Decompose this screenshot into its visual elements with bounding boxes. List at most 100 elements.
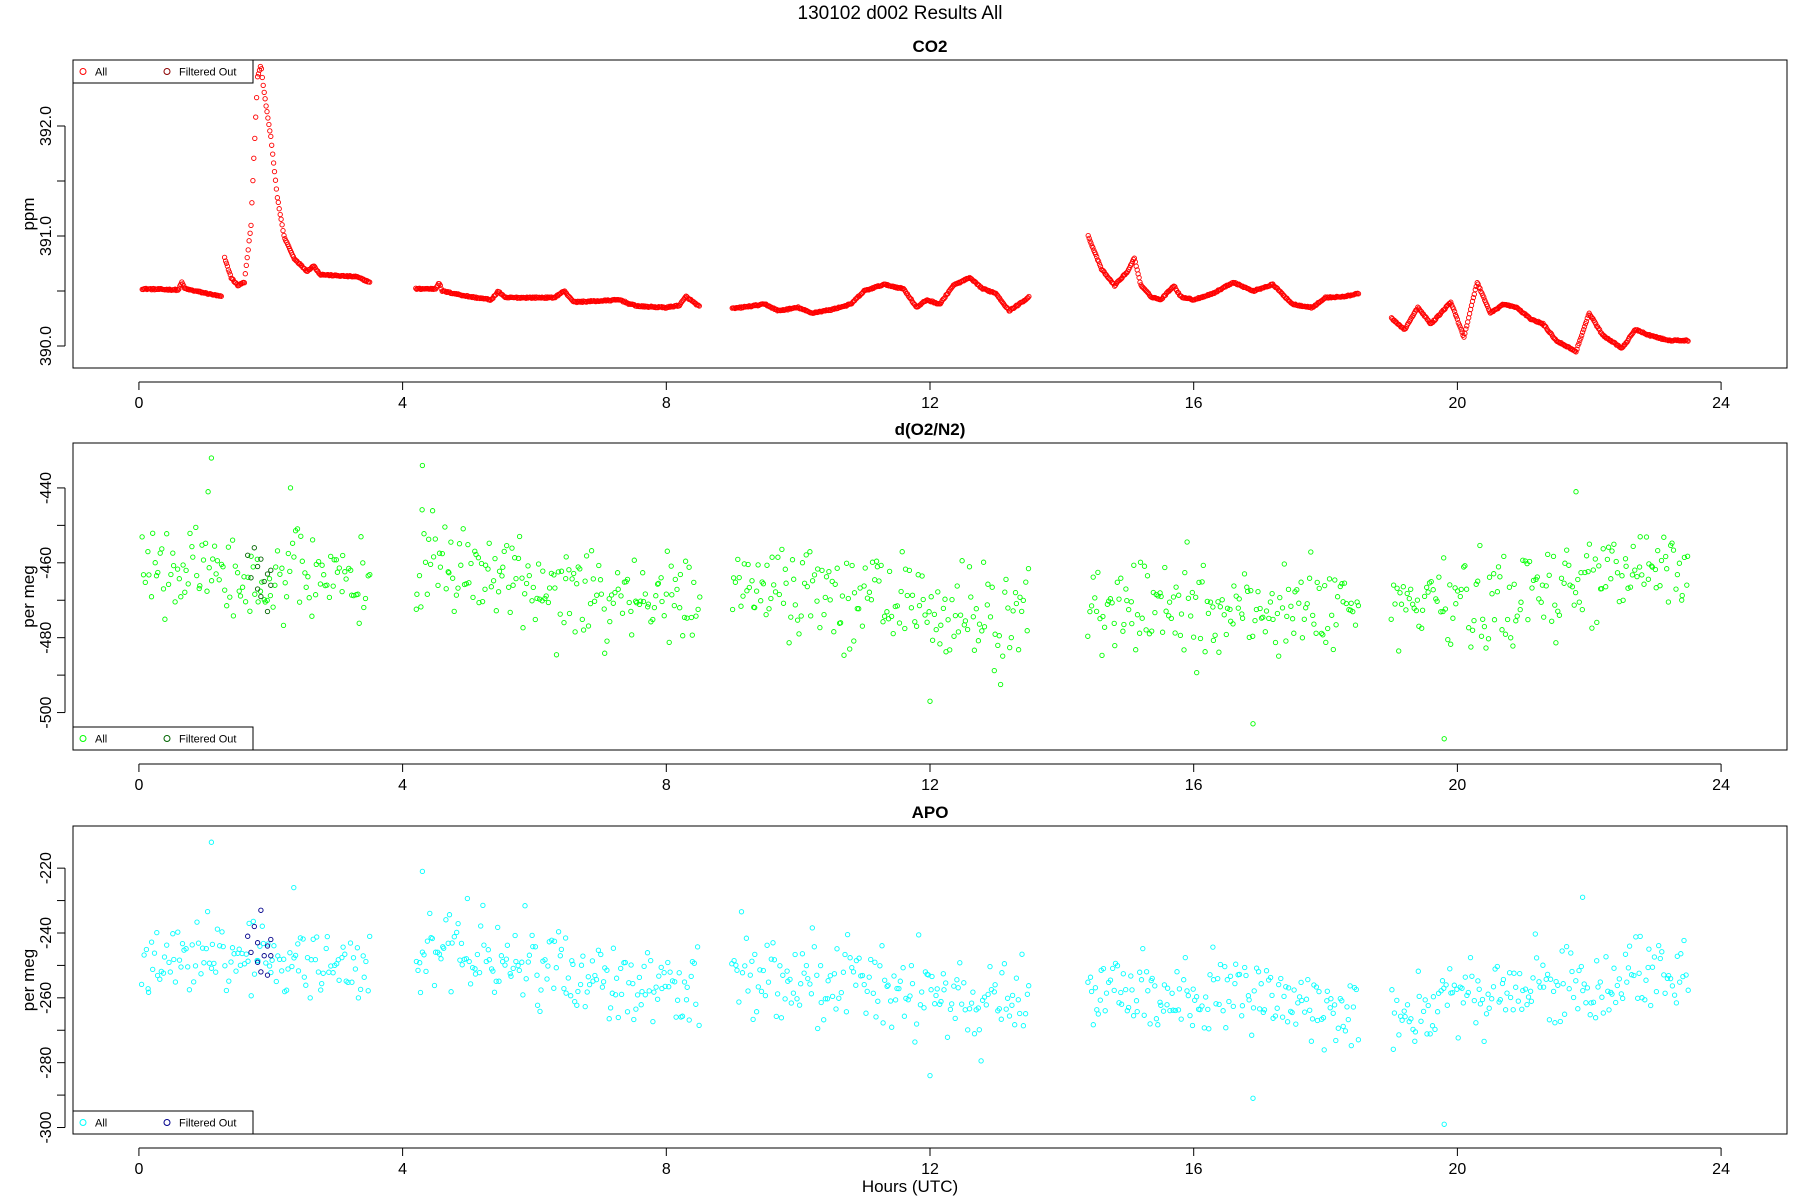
apo-point bbox=[586, 981, 593, 988]
o2n2-point bbox=[1499, 627, 1505, 633]
apo-point bbox=[1013, 975, 1020, 981]
o2n2-legend-marker bbox=[79, 735, 87, 742]
o2n2-point bbox=[1513, 618, 1519, 624]
o2n2-point bbox=[340, 552, 346, 559]
apo-point bbox=[558, 946, 565, 953]
o2n2-point bbox=[1283, 638, 1289, 644]
o2n2-point bbox=[1023, 579, 1029, 585]
o2n2-point bbox=[1239, 615, 1246, 621]
co2-point bbox=[271, 168, 278, 175]
apo-point bbox=[1547, 976, 1554, 982]
apo-point bbox=[289, 963, 295, 970]
apo-point bbox=[790, 990, 797, 996]
o2n2-point bbox=[1462, 563, 1468, 569]
o2n2-point bbox=[282, 580, 288, 586]
o2n2-point bbox=[555, 569, 562, 575]
apo-point bbox=[868, 956, 874, 963]
apo-point bbox=[1302, 1009, 1308, 1015]
o2n2-point bbox=[772, 589, 779, 595]
apo-point bbox=[266, 963, 273, 969]
apo-point bbox=[515, 962, 521, 969]
o2n2-point bbox=[601, 606, 607, 612]
apo-point bbox=[1320, 1015, 1327, 1021]
o2n2-point bbox=[1561, 580, 1567, 586]
apo-y-tick-label: -300 bbox=[38, 1111, 55, 1143]
o2n2-point bbox=[1235, 605, 1241, 611]
apo-x-tick-label: 24 bbox=[1712, 1161, 1730, 1178]
apo-point bbox=[300, 936, 306, 942]
o2n2-point bbox=[926, 609, 932, 615]
apo-point bbox=[194, 919, 200, 925]
apo-point bbox=[665, 959, 671, 966]
apo-point bbox=[1309, 1016, 1316, 1022]
o2n2-point bbox=[150, 530, 156, 536]
o2n2-point bbox=[1326, 576, 1333, 582]
apo-point bbox=[770, 940, 776, 946]
co2-y-tick-label: 392.0 bbox=[38, 106, 55, 146]
o2n2-point bbox=[546, 585, 553, 591]
o2n2-point bbox=[876, 578, 882, 584]
apo-point bbox=[1118, 1001, 1125, 1007]
o2n2-point bbox=[1448, 641, 1454, 647]
apo-point bbox=[1540, 984, 1547, 990]
o2n2-point bbox=[669, 592, 675, 598]
o2n2-point bbox=[1005, 605, 1011, 611]
apo-point bbox=[957, 960, 963, 966]
o2n2-point bbox=[1684, 582, 1690, 588]
co2-point bbox=[1470, 294, 1477, 301]
apo-legend-marker bbox=[163, 1119, 171, 1126]
o2n2-point bbox=[598, 591, 605, 597]
apo-point bbox=[909, 980, 916, 987]
o2n2-point bbox=[1168, 615, 1174, 622]
apo-point bbox=[843, 1009, 850, 1015]
apo-point bbox=[987, 963, 993, 970]
apo-point bbox=[932, 1001, 938, 1007]
apo-point bbox=[885, 982, 891, 988]
apo-point bbox=[1205, 1006, 1211, 1013]
apo-point bbox=[1217, 961, 1224, 968]
co2-point bbox=[270, 160, 277, 166]
o2n2-point bbox=[1545, 551, 1551, 558]
o2n2-point bbox=[1483, 645, 1489, 651]
o2n2-point bbox=[1562, 560, 1568, 566]
apo-point bbox=[349, 979, 355, 985]
apo-point bbox=[1279, 1014, 1286, 1020]
apo-point bbox=[656, 973, 662, 979]
o2n2-point bbox=[194, 572, 200, 579]
apo-point bbox=[1094, 1007, 1100, 1013]
o2n2-point bbox=[590, 576, 596, 582]
o2n2-point bbox=[1141, 563, 1148, 569]
apo-point bbox=[421, 952, 427, 958]
o2n2-point bbox=[779, 546, 785, 553]
apo-point bbox=[900, 965, 906, 971]
o2n2-point bbox=[1121, 621, 1127, 628]
apo-filtered-point bbox=[251, 923, 257, 930]
o2n2-point bbox=[189, 543, 195, 550]
apo-point bbox=[1276, 981, 1282, 988]
o2n2-point bbox=[1625, 585, 1631, 591]
apo-point bbox=[1178, 1016, 1184, 1022]
o2n2-point bbox=[170, 550, 176, 556]
o2n2-point bbox=[804, 583, 810, 590]
co2-point bbox=[250, 177, 256, 184]
o2n2-point bbox=[164, 531, 170, 537]
apo-point bbox=[1527, 988, 1534, 994]
apo-point bbox=[961, 980, 967, 986]
apo-point bbox=[1260, 1009, 1266, 1016]
apo-point bbox=[315, 969, 322, 975]
apo-point bbox=[1673, 1000, 1680, 1006]
o2n2-point bbox=[866, 589, 873, 595]
o2n2-point bbox=[886, 568, 893, 575]
o2n2-point bbox=[1176, 592, 1182, 598]
o2n2-point bbox=[1442, 606, 1449, 612]
apo-point bbox=[829, 993, 836, 1000]
apo-point bbox=[688, 973, 694, 980]
apo-point bbox=[519, 959, 525, 965]
apo-point bbox=[815, 1025, 821, 1032]
o2n2-point bbox=[1196, 579, 1202, 586]
co2-point bbox=[252, 135, 258, 142]
o2n2-point bbox=[629, 632, 635, 638]
apo-point bbox=[683, 997, 690, 1003]
apo-point bbox=[814, 972, 820, 978]
apo-point bbox=[1017, 1010, 1023, 1017]
